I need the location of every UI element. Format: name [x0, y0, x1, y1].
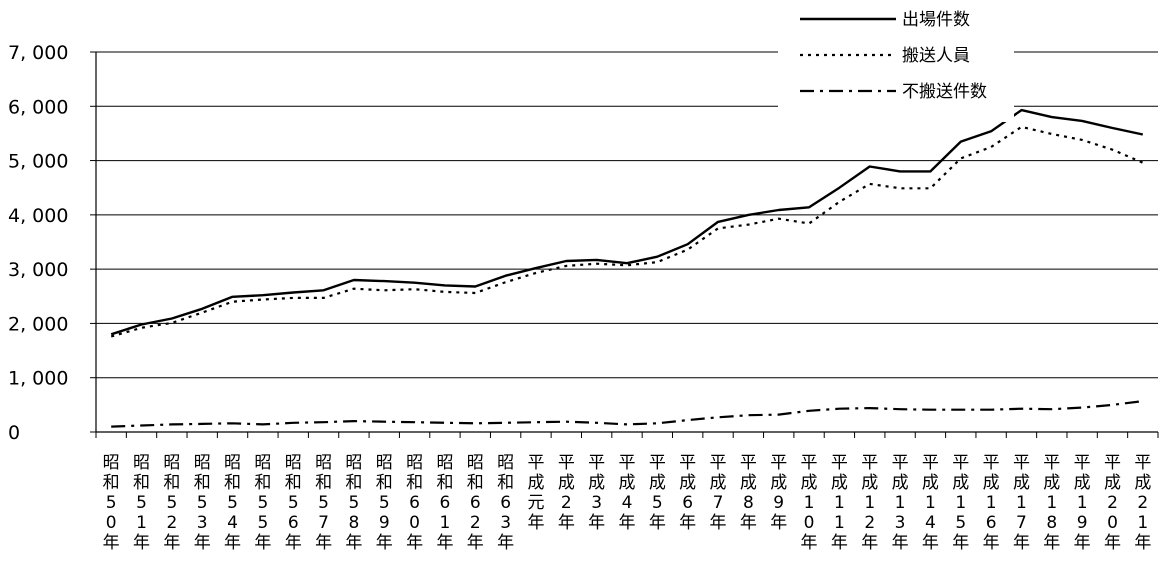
x-tick-label: 平成元年 [527, 453, 544, 533]
grid-lines [96, 51, 1158, 379]
x-tick-label: 昭和 5 8 年 [345, 453, 362, 553]
x-tick-label: 平成 1 1 年 [831, 453, 848, 553]
x-tick-label: 平成 1 4 年 [922, 453, 939, 553]
series-line-1 [110, 125, 1144, 338]
x-tick-label: 平成 1 5 年 [952, 453, 969, 553]
y-tick-label: 3, 000 [8, 259, 68, 281]
x-tick-label: 昭和 5 5 年 [254, 453, 271, 553]
x-tick-label: 昭和 5 3 年 [194, 453, 211, 553]
x-tick-label: 平成 5 年 [649, 453, 666, 533]
x-tick-label: 平成 8 年 [740, 453, 757, 533]
y-tick-labels: 0 1, 000 2, 000 3, 000 4, 000 5, 000 6, 000 7, … [8, 42, 68, 444]
y-tick-label: 6, 000 [8, 96, 68, 118]
axes [90, 51, 1159, 438]
x-tick-label: 平成 6 年 [679, 453, 696, 533]
x-tick-label: 平成 1 7 年 [1013, 453, 1030, 553]
x-tick-label: 平成 4 年 [619, 453, 636, 533]
series-line-0 [110, 108, 1144, 336]
x-tick-label: 平成 1 2 年 [861, 453, 878, 553]
x-tick-label: 平成 9 年 [770, 453, 787, 533]
x-tick-label: 平成 2 1 年 [1134, 453, 1151, 553]
x-tick-label: 平成 1 8 年 [1043, 453, 1060, 553]
y-tick-label: 4, 000 [8, 205, 68, 227]
x-tick-label: 昭和 6 3 年 [497, 453, 514, 553]
y-tick-label: 7, 000 [8, 42, 68, 64]
x-tick-label: 昭和 5 4 年 [224, 453, 241, 553]
x-tick-label: 昭和 6 1 年 [436, 453, 453, 553]
x-tick-label: 平成 3 年 [588, 453, 605, 533]
y-tick-label: 2, 000 [8, 313, 68, 335]
x-tick-label: 昭和 5 0 年 [103, 453, 120, 553]
x-tick-label: 昭和 5 9 年 [376, 453, 393, 553]
x-tick-label: 平成 1 3 年 [892, 453, 909, 553]
x-tick-label: 平成 1 0 年 [801, 453, 818, 553]
legend-label-2: 不搬送件数 [902, 82, 987, 102]
x-tick-label: 昭和 5 2 年 [163, 453, 180, 553]
x-tick-label: 昭和 5 7 年 [315, 453, 332, 553]
x-tick-label: 昭和 5 6 年 [285, 453, 302, 553]
series-line-2 [111, 400, 1143, 428]
x-tick-label: 平成 7 年 [710, 453, 727, 533]
y-tick-label: 5, 000 [8, 151, 68, 173]
x-tick-label: 昭和 6 2 年 [467, 453, 484, 553]
x-tick-label: 平成 1 6 年 [983, 453, 1000, 553]
y-tick-label: 0 [8, 422, 20, 444]
legend-label-0: 出場件数 [902, 10, 970, 30]
x-tick-label: 平成 1 9 年 [1074, 453, 1091, 553]
legend-label-1: 搬送人員 [902, 46, 970, 66]
x-tick-label: 平成 2 0 年 [1104, 453, 1121, 553]
x-tick-label: 昭和 5 1 年 [133, 453, 150, 553]
x-tick-label: 昭和 6 0 年 [406, 453, 423, 553]
series-lines [110, 108, 1144, 428]
x-tick-labels: 昭和 5 0 年昭和 5 1 年昭和 5 2 年昭和 5 3 年昭和 5 4 年昭和 5 5 年昭和 5 6 年昭和 5 7 年… [103, 453, 1152, 553]
legend-box [778, 0, 1014, 122]
y-tick-label: 1, 000 [8, 368, 68, 390]
x-tick-label: 平成 2 年 [558, 453, 575, 533]
